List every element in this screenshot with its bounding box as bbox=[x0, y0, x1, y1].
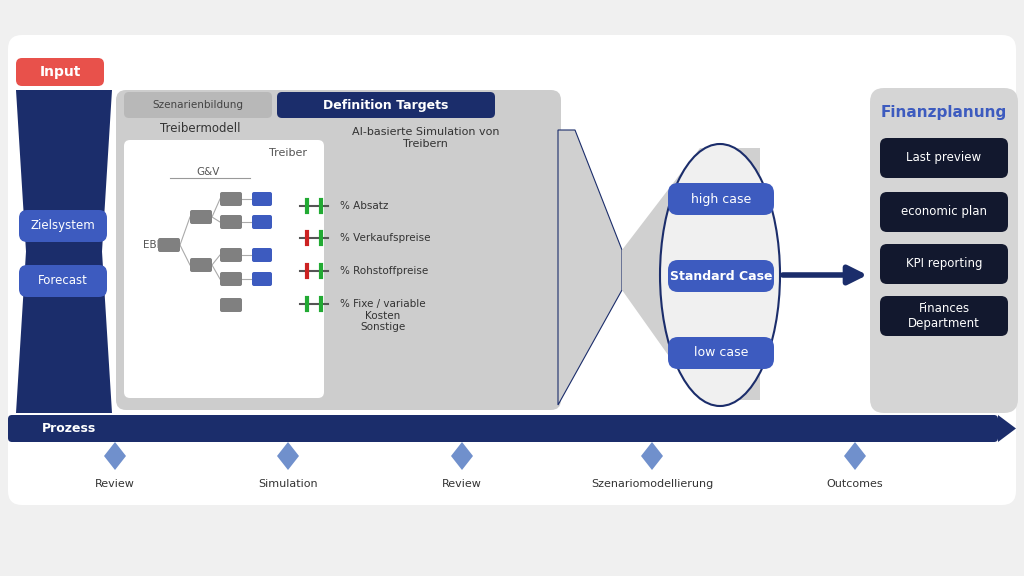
FancyBboxPatch shape bbox=[220, 272, 242, 286]
Text: low case: low case bbox=[694, 347, 749, 359]
Text: Zielsystem: Zielsystem bbox=[31, 219, 95, 233]
FancyBboxPatch shape bbox=[252, 248, 272, 262]
FancyBboxPatch shape bbox=[880, 296, 1008, 336]
Polygon shape bbox=[451, 442, 473, 470]
Text: Input: Input bbox=[39, 65, 81, 79]
Text: Simulation: Simulation bbox=[258, 479, 317, 489]
FancyBboxPatch shape bbox=[8, 415, 998, 442]
Polygon shape bbox=[16, 90, 112, 413]
FancyBboxPatch shape bbox=[19, 265, 106, 297]
FancyBboxPatch shape bbox=[870, 88, 1018, 413]
Text: EBIT: EBIT bbox=[143, 240, 166, 250]
Polygon shape bbox=[622, 148, 760, 400]
Text: % Fixe / variable
Kosten
Sonstige: % Fixe / variable Kosten Sonstige bbox=[340, 299, 426, 332]
Text: Szenariomodellierung: Szenariomodellierung bbox=[591, 479, 713, 489]
Text: % Absatz: % Absatz bbox=[340, 201, 388, 211]
FancyBboxPatch shape bbox=[116, 90, 561, 410]
Text: % Rohstoffpreise: % Rohstoffpreise bbox=[340, 266, 428, 276]
Polygon shape bbox=[998, 415, 1016, 442]
Text: % Verkaufspreise: % Verkaufspreise bbox=[340, 233, 430, 243]
Text: KPI reporting: KPI reporting bbox=[906, 257, 982, 271]
FancyBboxPatch shape bbox=[252, 192, 272, 206]
Text: Last preview: Last preview bbox=[906, 151, 982, 165]
Text: Szenarienbildung: Szenarienbildung bbox=[153, 100, 244, 110]
FancyBboxPatch shape bbox=[190, 210, 212, 224]
FancyBboxPatch shape bbox=[19, 210, 106, 242]
FancyBboxPatch shape bbox=[158, 238, 180, 252]
FancyBboxPatch shape bbox=[880, 244, 1008, 284]
FancyBboxPatch shape bbox=[8, 35, 1016, 505]
Text: Finanzplanung: Finanzplanung bbox=[881, 105, 1008, 120]
Polygon shape bbox=[844, 442, 866, 470]
FancyBboxPatch shape bbox=[124, 92, 272, 118]
FancyBboxPatch shape bbox=[880, 138, 1008, 178]
Text: Prozess: Prozess bbox=[42, 422, 96, 435]
Text: Forecast: Forecast bbox=[38, 275, 88, 287]
FancyBboxPatch shape bbox=[668, 183, 774, 215]
Polygon shape bbox=[278, 442, 299, 470]
FancyBboxPatch shape bbox=[252, 215, 272, 229]
Text: Review: Review bbox=[442, 479, 482, 489]
FancyBboxPatch shape bbox=[220, 298, 242, 312]
Polygon shape bbox=[558, 130, 622, 405]
Text: Definition Targets: Definition Targets bbox=[324, 98, 449, 112]
Polygon shape bbox=[104, 442, 126, 470]
Text: Standard Case: Standard Case bbox=[670, 270, 772, 282]
FancyBboxPatch shape bbox=[220, 215, 242, 229]
Text: AI-basierte Simulation von
Treibern: AI-basierte Simulation von Treibern bbox=[352, 127, 500, 149]
Text: Review: Review bbox=[95, 479, 135, 489]
Text: Treibermodell: Treibermodell bbox=[160, 122, 241, 135]
Text: G&V: G&V bbox=[197, 167, 220, 177]
FancyBboxPatch shape bbox=[220, 248, 242, 262]
FancyBboxPatch shape bbox=[220, 192, 242, 206]
Text: high case: high case bbox=[691, 192, 752, 206]
FancyBboxPatch shape bbox=[190, 258, 212, 272]
Text: economic plan: economic plan bbox=[901, 206, 987, 218]
FancyBboxPatch shape bbox=[124, 140, 324, 398]
FancyBboxPatch shape bbox=[252, 272, 272, 286]
FancyBboxPatch shape bbox=[668, 260, 774, 292]
Text: Outcomes: Outcomes bbox=[826, 479, 884, 489]
Text: Finances
Department: Finances Department bbox=[908, 302, 980, 330]
Ellipse shape bbox=[660, 144, 780, 406]
FancyBboxPatch shape bbox=[278, 92, 495, 118]
Polygon shape bbox=[641, 442, 663, 470]
FancyBboxPatch shape bbox=[668, 337, 774, 369]
FancyBboxPatch shape bbox=[880, 192, 1008, 232]
FancyBboxPatch shape bbox=[16, 58, 104, 86]
Text: Treiber: Treiber bbox=[269, 148, 307, 158]
